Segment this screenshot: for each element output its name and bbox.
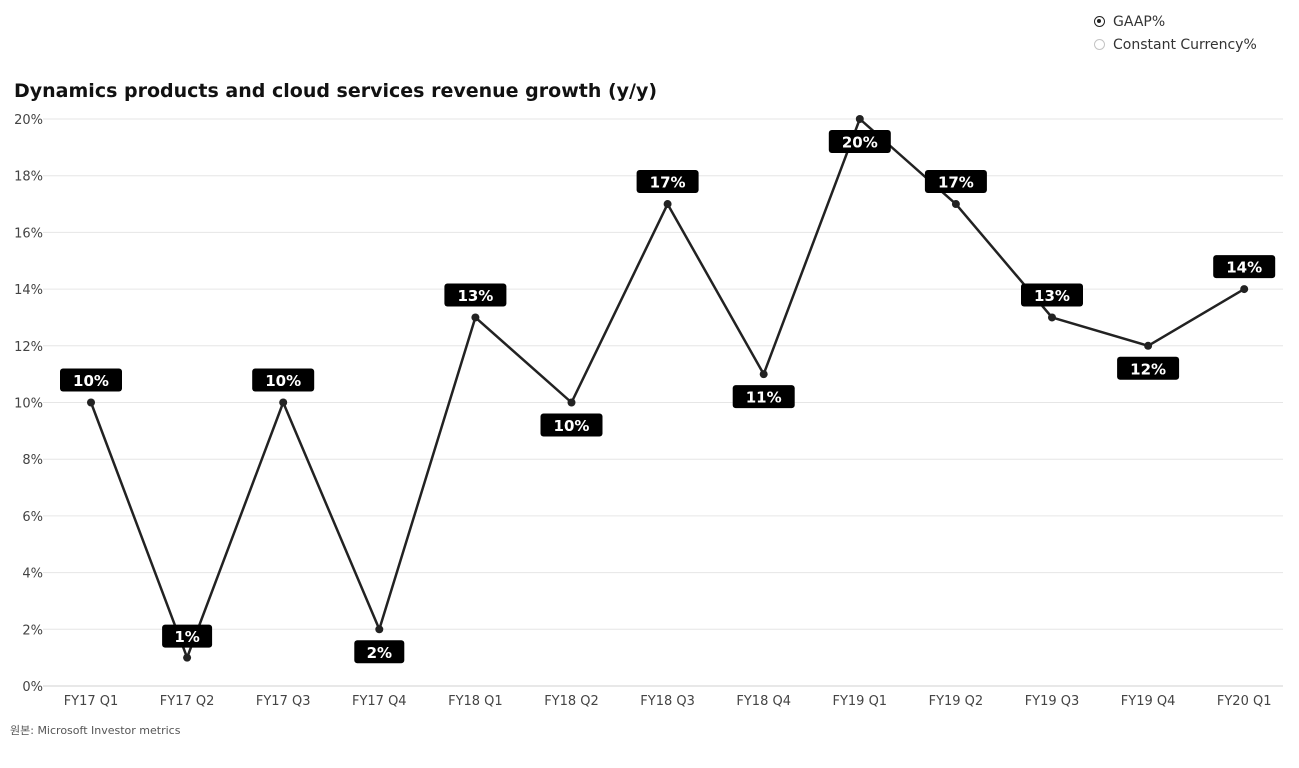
data-label: 10% [554,417,590,435]
data-label: 17% [938,174,974,192]
y-tick-label: 4% [22,567,43,582]
data-point [1240,285,1249,294]
x-tick-label: FY18 Q1 [448,694,503,709]
x-tick-label: FY18 Q4 [736,694,791,709]
x-tick-label: FY19 Q1 [832,694,887,709]
data-point [855,115,864,123]
data-point [279,398,288,407]
y-tick-label: 18% [14,170,43,185]
radio-unselected-icon[interactable] [1094,39,1105,50]
data-label-box [1213,255,1276,279]
x-tick-label: FY17 Q2 [160,694,215,709]
legend-label-gaap: GAAP% [1113,13,1166,30]
data-label-box [636,170,699,194]
data-point [183,653,192,662]
data-label: 2% [367,644,392,662]
data-point [663,200,672,209]
x-tick-label: FY20 Q1 [1217,694,1272,709]
data-label-box [732,385,795,409]
data-label: 10% [73,372,109,390]
data-label-box [444,283,507,307]
legend-label-constant-currency: Constant Currency% [1113,36,1257,53]
data-point [567,398,576,407]
data-label: 14% [1226,259,1262,277]
data-label: 13% [1034,287,1070,305]
legend-item-constant-currency[interactable]: Constant Currency% [1094,33,1257,56]
data-label-box [162,624,213,648]
data-label-box [252,368,315,392]
data-label: 11% [746,389,782,407]
data-label-box [1021,283,1083,307]
y-tick-label: 8% [22,453,43,468]
data-label: 17% [650,174,686,192]
x-tick-label: FY17 Q3 [256,694,311,709]
data-label-box [354,640,405,664]
x-tick-label: FY18 Q3 [640,694,695,709]
data-label: 1% [174,628,199,646]
y-tick-label: 20% [14,113,43,128]
x-tick-label: FY18 Q2 [544,694,599,709]
chart-title: Dynamics products and cloud services rev… [14,80,658,102]
legend: GAAP% Constant Currency% [1094,10,1257,56]
x-tick-label: FY19 Q4 [1121,694,1176,709]
data-label: 12% [1130,360,1166,378]
data-label-box [540,413,603,437]
data-label-box [924,170,987,194]
data-point [471,313,480,322]
x-tick-label: FY17 Q4 [352,694,407,709]
y-tick-label: 2% [22,623,43,638]
x-tick-label: FY19 Q3 [1025,694,1080,709]
x-tick-label: FY19 Q2 [929,694,984,709]
data-point [375,625,384,634]
data-label-box [1117,356,1180,380]
y-tick-label: 14% [14,283,43,298]
data-label: 10% [265,372,301,390]
y-tick-label: 16% [14,226,43,241]
data-point [951,200,960,209]
radio-selected-icon[interactable] [1094,16,1105,27]
x-tick-label: FY17 Q1 [64,694,119,709]
data-point [759,370,768,379]
y-tick-label: 6% [22,510,43,525]
data-label-box [60,368,122,392]
data-point [1048,313,1056,322]
data-point [1144,341,1153,350]
y-tick-label: 10% [14,397,43,412]
data-label: 20% [842,134,878,152]
legend-item-gaap[interactable]: GAAP% [1094,10,1257,33]
data-label-box [828,130,891,153]
data-label: 13% [457,287,493,305]
y-tick-label: 12% [14,340,43,355]
data-point [87,398,95,407]
y-tick-label: 0% [22,680,43,695]
source-note: 원본: Microsoft Investor metrics [10,724,181,737]
